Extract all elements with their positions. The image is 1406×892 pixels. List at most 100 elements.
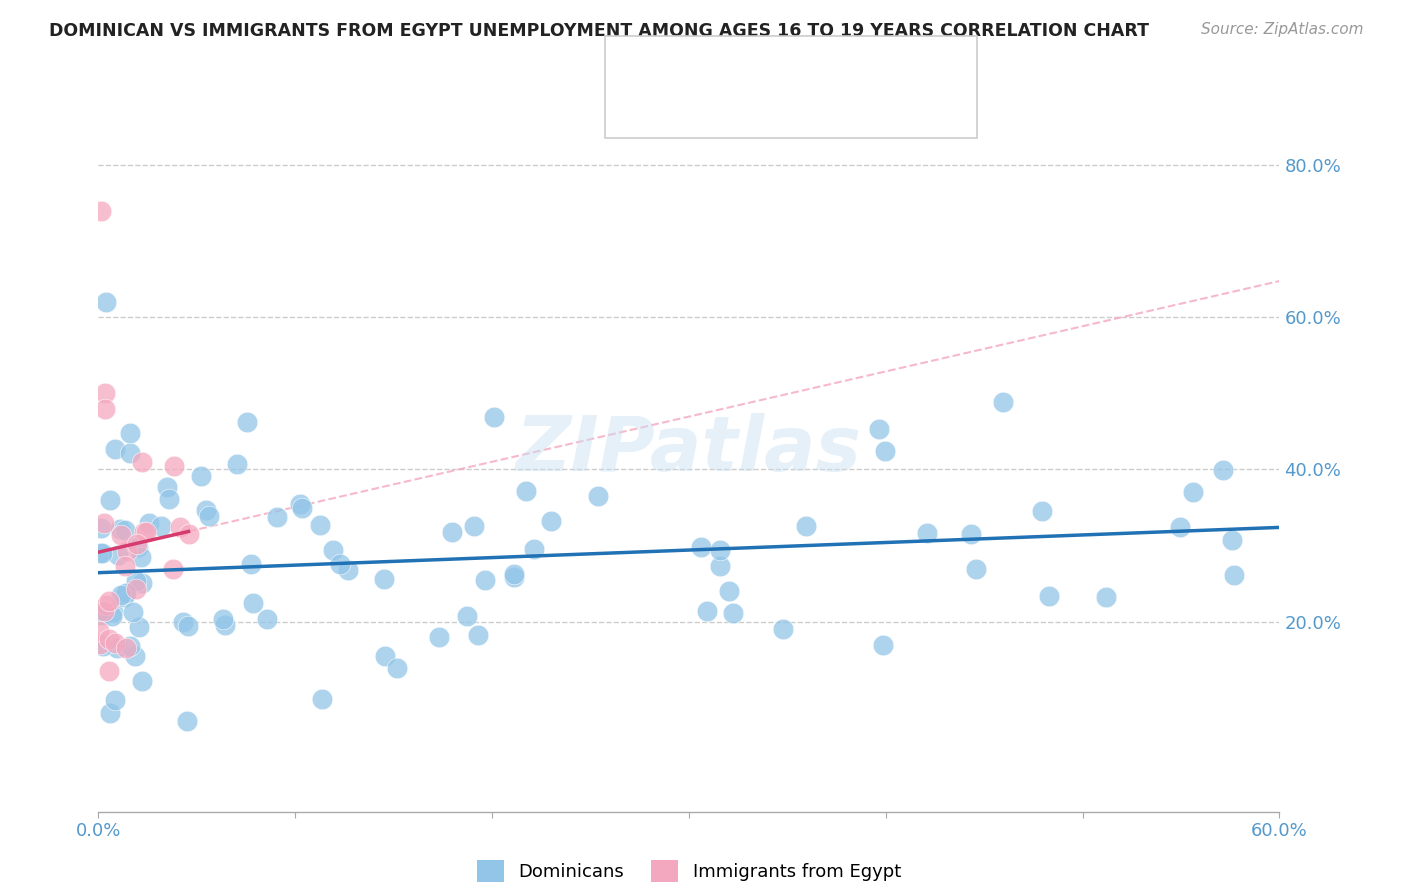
Text: DOMINICAN VS IMMIGRANTS FROM EGYPT UNEMPLOYMENT AMONG AGES 16 TO 19 YEARS CORREL: DOMINICAN VS IMMIGRANTS FROM EGYPT UNEMP… bbox=[49, 22, 1149, 40]
Point bbox=[794, 518, 817, 533]
Point bbox=[1095, 590, 1118, 604]
Point bbox=[177, 527, 200, 541]
Point bbox=[120, 446, 142, 460]
Point bbox=[717, 584, 740, 599]
Point bbox=[138, 516, 160, 531]
Point bbox=[127, 540, 149, 554]
Point bbox=[474, 573, 496, 587]
Point bbox=[87, 624, 110, 639]
Point bbox=[118, 425, 141, 440]
Point bbox=[96, 599, 118, 613]
Point bbox=[125, 582, 148, 596]
Point bbox=[288, 497, 311, 511]
Point bbox=[104, 636, 127, 650]
Point bbox=[98, 493, 121, 508]
Point bbox=[90, 608, 112, 623]
Point bbox=[172, 615, 194, 630]
Point bbox=[696, 604, 718, 618]
Point bbox=[128, 620, 150, 634]
Point bbox=[214, 618, 236, 632]
Point bbox=[540, 514, 562, 528]
Text: ZIPatlas: ZIPatlas bbox=[516, 414, 862, 487]
Text: 25: 25 bbox=[841, 102, 866, 120]
Point bbox=[709, 543, 731, 558]
Point bbox=[149, 519, 172, 533]
Point bbox=[104, 442, 127, 456]
Point bbox=[503, 570, 526, 584]
Point bbox=[98, 594, 121, 608]
Point bbox=[118, 639, 141, 653]
Point bbox=[1223, 568, 1246, 582]
Point bbox=[93, 516, 115, 531]
Point bbox=[108, 522, 131, 536]
Point bbox=[177, 619, 200, 633]
Point bbox=[90, 521, 112, 535]
Point bbox=[115, 586, 138, 600]
Point bbox=[162, 561, 184, 575]
Point bbox=[309, 517, 332, 532]
Point bbox=[772, 622, 794, 636]
Point bbox=[242, 596, 264, 610]
Point bbox=[131, 673, 153, 688]
Point bbox=[291, 500, 314, 515]
Point bbox=[176, 714, 198, 729]
Point bbox=[91, 639, 114, 653]
Point bbox=[131, 455, 153, 469]
Point bbox=[163, 458, 186, 473]
Point bbox=[169, 520, 191, 534]
Point bbox=[90, 203, 112, 218]
Point bbox=[373, 572, 395, 586]
Point bbox=[1222, 533, 1244, 548]
Point bbox=[467, 628, 489, 642]
Point bbox=[721, 606, 744, 620]
Point bbox=[101, 609, 124, 624]
Point bbox=[114, 640, 136, 655]
Point bbox=[336, 563, 359, 577]
Point bbox=[131, 576, 153, 591]
Point bbox=[125, 574, 148, 588]
Point bbox=[135, 524, 157, 539]
Point bbox=[873, 444, 896, 458]
Point bbox=[112, 590, 135, 604]
Point bbox=[1031, 503, 1053, 517]
Point bbox=[98, 664, 121, 678]
Point bbox=[110, 588, 132, 602]
Point bbox=[322, 543, 344, 558]
Point bbox=[197, 509, 219, 524]
Point bbox=[94, 386, 117, 401]
Point bbox=[89, 637, 111, 651]
Point bbox=[159, 491, 181, 506]
Point bbox=[114, 558, 136, 573]
Text: R =: R = bbox=[675, 102, 714, 120]
Point bbox=[131, 550, 153, 565]
Point bbox=[463, 519, 485, 533]
Point bbox=[93, 401, 115, 416]
Legend: Dominicans, Immigrants from Egypt: Dominicans, Immigrants from Egypt bbox=[477, 860, 901, 882]
Point bbox=[101, 605, 124, 619]
Point bbox=[125, 537, 148, 551]
Point bbox=[1212, 463, 1234, 477]
Point bbox=[195, 503, 218, 517]
Point bbox=[266, 509, 288, 524]
Point bbox=[329, 558, 352, 572]
Point bbox=[374, 649, 396, 664]
Point bbox=[915, 525, 938, 540]
Point bbox=[965, 561, 987, 575]
Point bbox=[586, 489, 609, 503]
Point bbox=[256, 611, 278, 625]
Point bbox=[91, 546, 114, 560]
Point bbox=[105, 641, 128, 656]
Text: N =: N = bbox=[799, 102, 838, 120]
Point bbox=[124, 649, 146, 664]
Point bbox=[87, 604, 110, 618]
Text: 0.385: 0.385 bbox=[717, 102, 775, 120]
Point bbox=[991, 395, 1014, 409]
Point bbox=[427, 630, 450, 644]
Point bbox=[440, 525, 463, 540]
Point bbox=[121, 605, 143, 619]
Point bbox=[156, 480, 179, 494]
Point bbox=[89, 546, 111, 560]
Point bbox=[226, 457, 249, 471]
Text: N =: N = bbox=[799, 54, 838, 72]
Point bbox=[98, 632, 121, 646]
